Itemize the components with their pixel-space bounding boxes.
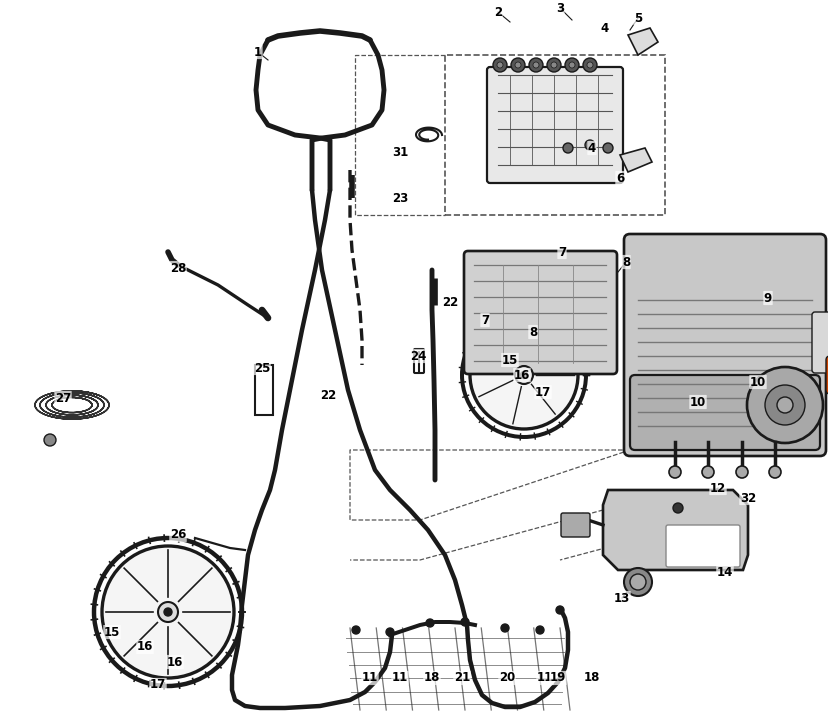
- Circle shape: [528, 58, 542, 72]
- Text: 17: 17: [534, 386, 551, 399]
- Text: 7: 7: [480, 313, 489, 326]
- Text: 15: 15: [104, 625, 120, 638]
- Circle shape: [629, 574, 645, 590]
- FancyBboxPatch shape: [629, 375, 819, 450]
- Text: 16: 16: [513, 368, 530, 381]
- Text: 13: 13: [614, 591, 629, 604]
- Circle shape: [536, 626, 543, 634]
- Text: 17: 17: [150, 679, 166, 692]
- Text: 21: 21: [453, 671, 469, 684]
- Text: 28: 28: [170, 261, 186, 274]
- Circle shape: [158, 602, 178, 622]
- Text: 23: 23: [392, 191, 407, 204]
- Circle shape: [520, 372, 527, 378]
- FancyBboxPatch shape: [561, 513, 590, 537]
- Polygon shape: [628, 28, 657, 55]
- Circle shape: [497, 62, 503, 68]
- Circle shape: [623, 568, 651, 596]
- Circle shape: [565, 58, 578, 72]
- FancyBboxPatch shape: [255, 365, 272, 415]
- Circle shape: [460, 618, 469, 626]
- Circle shape: [493, 58, 507, 72]
- Circle shape: [668, 466, 680, 478]
- Circle shape: [585, 140, 595, 150]
- FancyBboxPatch shape: [825, 356, 828, 394]
- Circle shape: [764, 385, 804, 425]
- Circle shape: [461, 313, 585, 437]
- Text: 14: 14: [716, 565, 732, 578]
- Circle shape: [514, 62, 520, 68]
- Circle shape: [602, 143, 612, 153]
- Circle shape: [94, 538, 242, 686]
- Circle shape: [768, 466, 780, 478]
- Text: 24: 24: [409, 349, 426, 362]
- Text: 26: 26: [170, 529, 186, 542]
- Text: 18: 18: [423, 671, 440, 684]
- Circle shape: [568, 62, 575, 68]
- FancyBboxPatch shape: [486, 67, 623, 183]
- FancyBboxPatch shape: [464, 251, 616, 374]
- Text: 11: 11: [537, 671, 552, 684]
- Circle shape: [776, 397, 792, 413]
- Text: 3: 3: [556, 1, 563, 14]
- Text: 10: 10: [749, 375, 765, 388]
- Circle shape: [500, 624, 508, 632]
- FancyBboxPatch shape: [665, 525, 739, 567]
- Text: 18: 18: [583, 671, 599, 684]
- Text: 16: 16: [166, 656, 183, 669]
- Text: 8: 8: [621, 256, 629, 269]
- Text: 4: 4: [600, 22, 609, 35]
- Text: 22: 22: [441, 295, 458, 308]
- Circle shape: [735, 466, 747, 478]
- Text: 12: 12: [709, 482, 725, 495]
- Text: 6: 6: [615, 172, 623, 185]
- Text: 5: 5: [633, 12, 642, 25]
- Circle shape: [562, 143, 572, 153]
- Circle shape: [546, 58, 561, 72]
- Text: 20: 20: [498, 671, 514, 684]
- Circle shape: [551, 62, 556, 68]
- FancyBboxPatch shape: [623, 234, 825, 456]
- Circle shape: [701, 466, 713, 478]
- FancyBboxPatch shape: [413, 349, 423, 373]
- Text: 19: 19: [549, 671, 566, 684]
- Text: 27: 27: [55, 391, 71, 404]
- Text: 31: 31: [392, 146, 407, 159]
- Polygon shape: [602, 490, 747, 570]
- Circle shape: [556, 606, 563, 614]
- Text: 11: 11: [392, 671, 407, 684]
- Text: 1: 1: [253, 45, 262, 58]
- FancyBboxPatch shape: [811, 312, 828, 373]
- Circle shape: [386, 628, 393, 636]
- Text: 22: 22: [320, 388, 335, 401]
- Circle shape: [532, 62, 538, 68]
- Text: 8: 8: [528, 326, 537, 339]
- Circle shape: [586, 62, 592, 68]
- Circle shape: [746, 367, 822, 443]
- Text: 4: 4: [587, 142, 595, 155]
- Circle shape: [352, 626, 359, 634]
- Circle shape: [510, 58, 524, 72]
- Circle shape: [672, 503, 682, 513]
- Circle shape: [469, 321, 577, 429]
- Text: 32: 32: [739, 492, 755, 505]
- Circle shape: [164, 608, 171, 616]
- Text: 11: 11: [362, 671, 378, 684]
- Text: 10: 10: [689, 396, 705, 409]
- Text: 16: 16: [137, 640, 153, 653]
- Text: 15: 15: [501, 354, 518, 367]
- Text: 2: 2: [493, 6, 502, 19]
- Circle shape: [514, 366, 532, 384]
- Circle shape: [102, 546, 233, 678]
- Text: 25: 25: [253, 362, 270, 375]
- Circle shape: [582, 58, 596, 72]
- Text: 9: 9: [763, 292, 771, 305]
- Circle shape: [44, 434, 56, 446]
- Polygon shape: [619, 148, 651, 172]
- Text: 7: 7: [557, 245, 566, 258]
- Circle shape: [426, 619, 434, 627]
